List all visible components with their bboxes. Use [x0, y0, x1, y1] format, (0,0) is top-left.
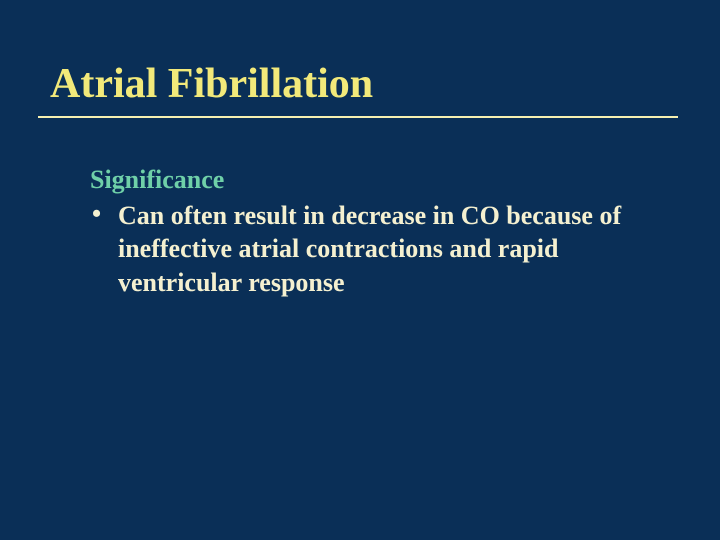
bullet-text: Can often result in decrease in CO becau…: [118, 199, 660, 299]
bullet-item: • Can often result in decrease in CO bec…: [90, 199, 660, 299]
slide: Atrial Fibrillation Significance • Can o…: [0, 0, 720, 540]
subtitle: Significance: [90, 165, 660, 195]
title-underline: [38, 116, 678, 118]
bullet-marker: •: [90, 199, 118, 229]
title-area: Atrial Fibrillation: [50, 60, 680, 118]
content-area: Significance • Can often result in decre…: [90, 165, 660, 299]
slide-title: Atrial Fibrillation: [50, 60, 680, 116]
